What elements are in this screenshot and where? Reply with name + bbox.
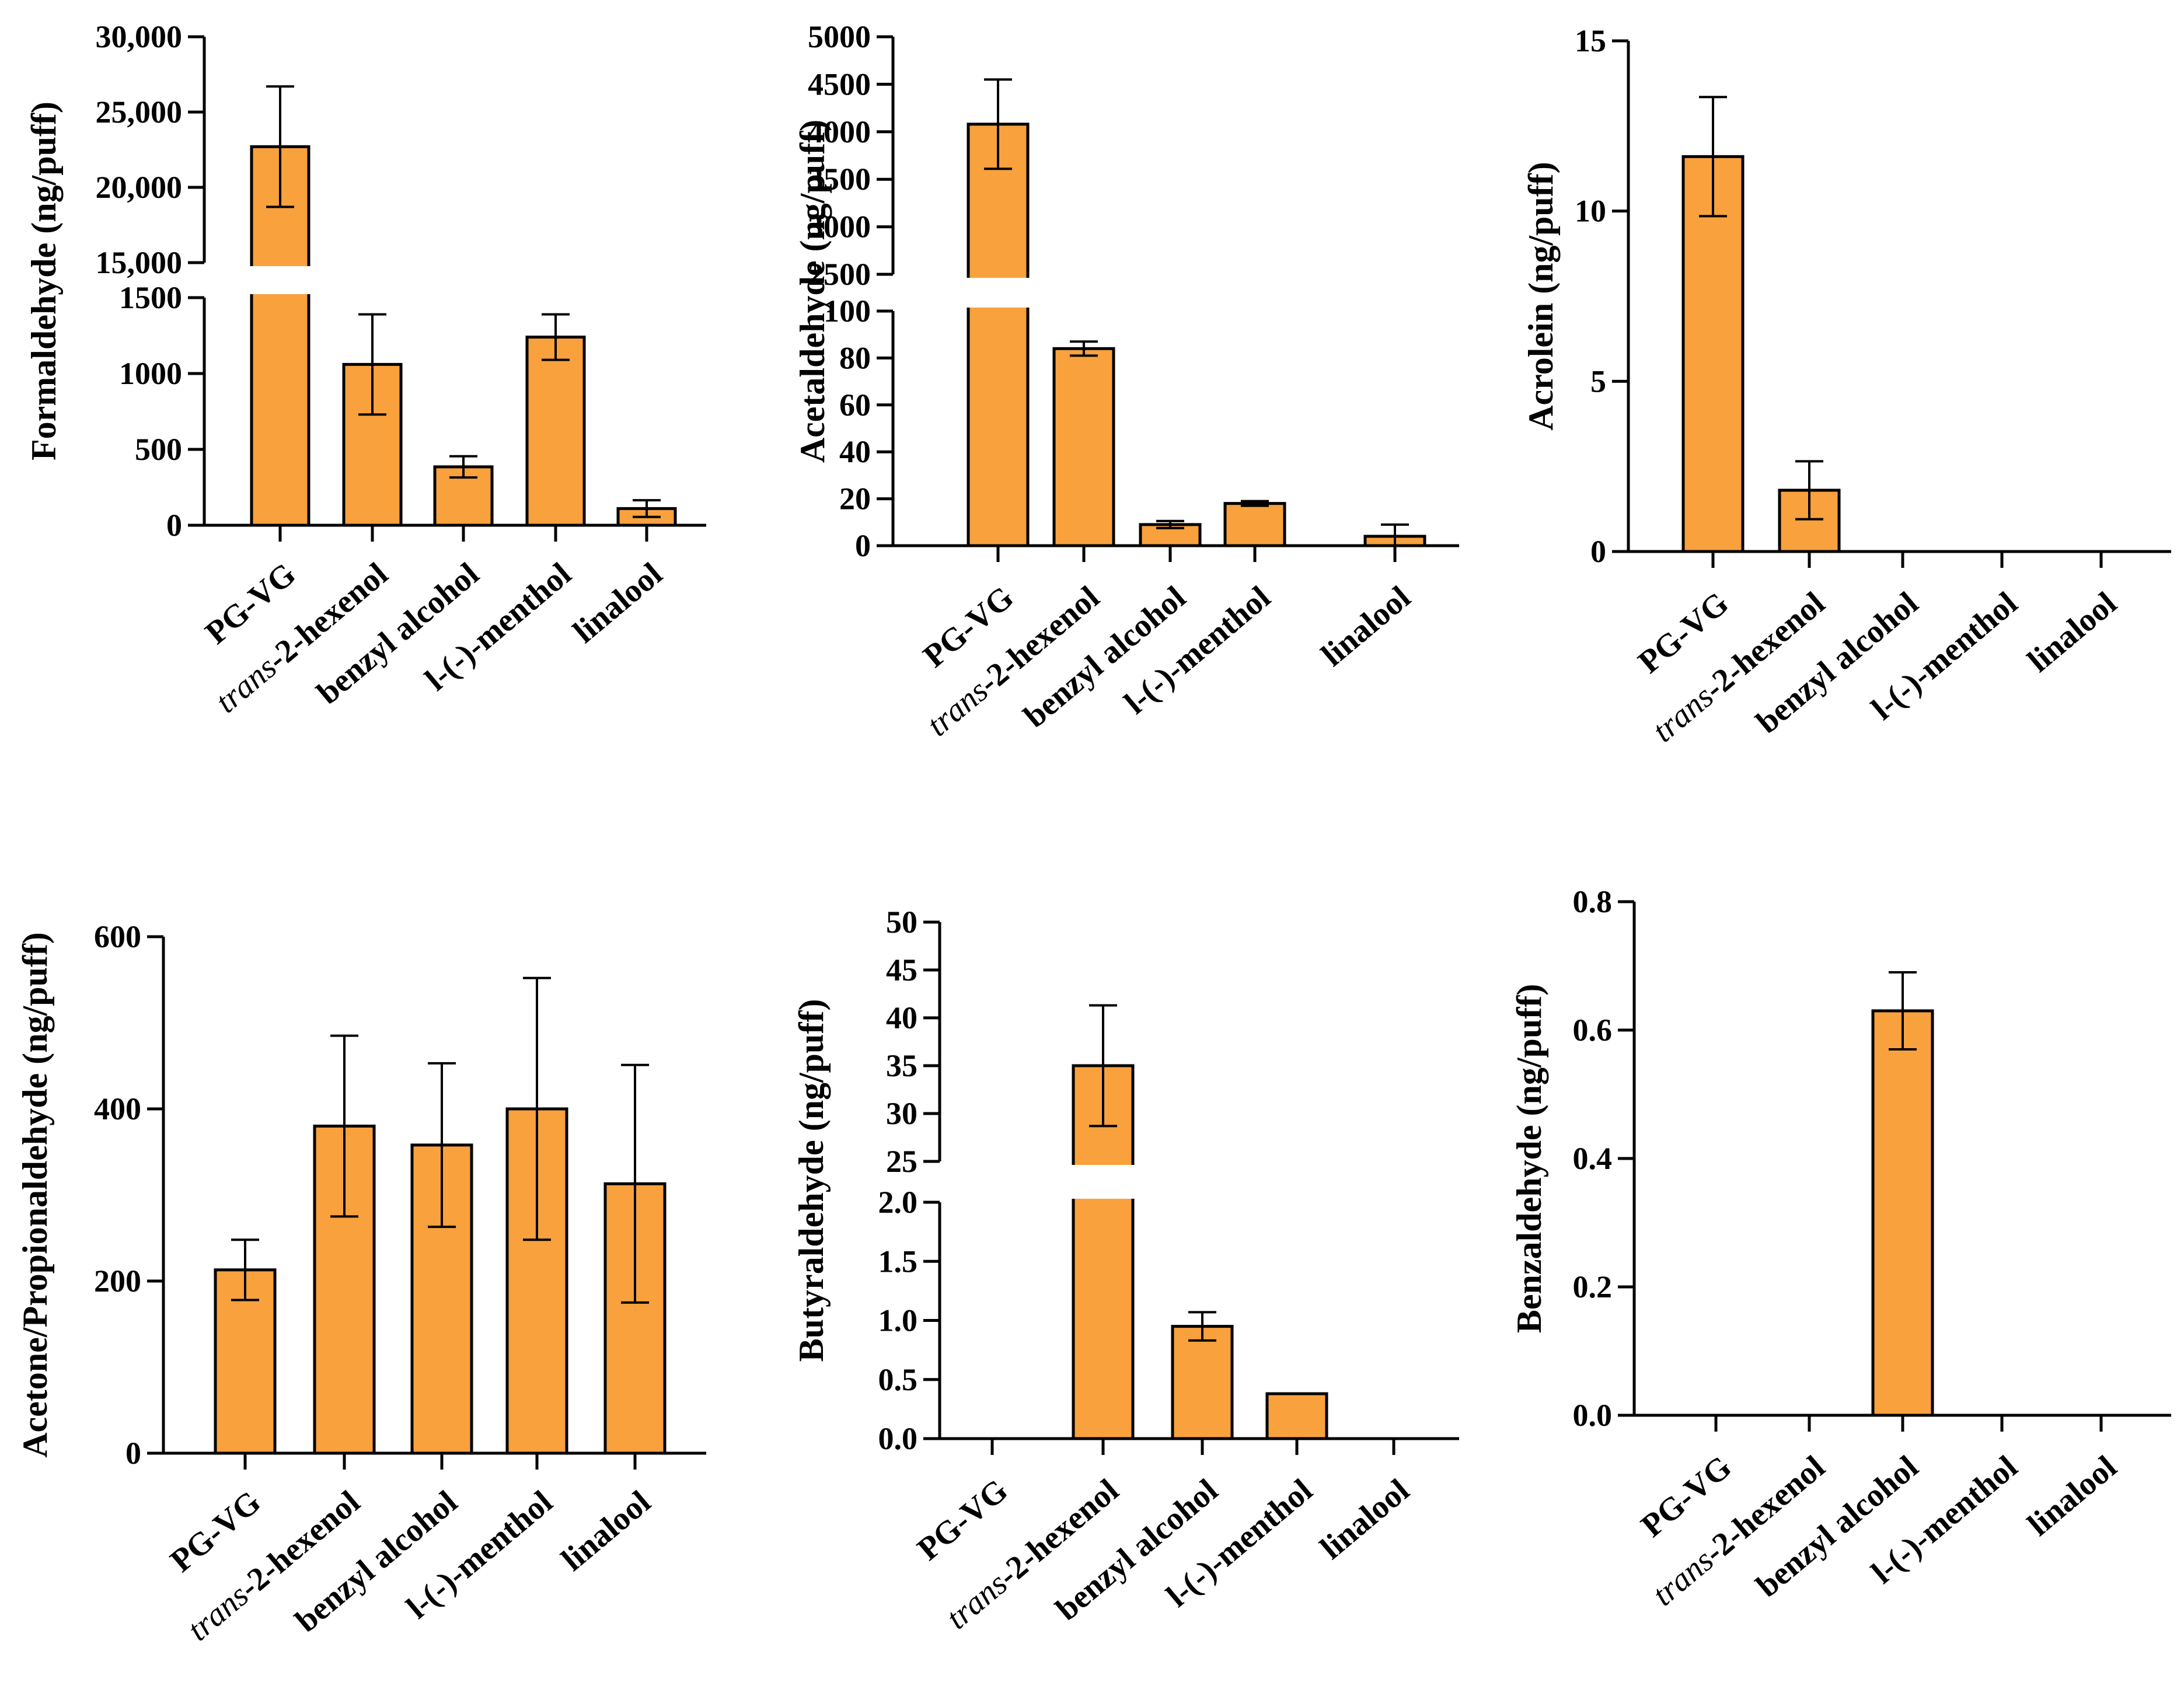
y-tick-label: 5000 (808, 19, 871, 54)
y-axis-label: Benzaldehyde (ng/puff) (1510, 984, 1548, 1333)
chart-panel: 0.0 0.5 1.0 1.5 2.0 25 30 35 40 45 50 Butyraldehyde… (792, 905, 1459, 1636)
y-tick-label: 400 (94, 1091, 141, 1126)
axis-break-gap (1071, 1165, 1135, 1199)
axis-break-gap (249, 266, 311, 294)
axis-break-gap (966, 278, 1030, 308)
y-tick-label: 1.5 (878, 1244, 918, 1279)
y-tick-label: 10 (1575, 194, 1606, 229)
category-label: benzyl alcohol (310, 556, 486, 711)
y-tick-label: 0.6 (1573, 1013, 1613, 1048)
y-tick-label: 30,000 (96, 19, 183, 54)
category-label: linalool (1315, 579, 1418, 673)
category-label: trans-2-hexenol (181, 1484, 367, 1648)
y-tick-label: 80 (839, 340, 871, 375)
bar (1223, 502, 1286, 547)
y-tick-label: 0 (166, 508, 182, 543)
y-tick-label: 0.5 (878, 1362, 918, 1397)
y-tick-label: 1.0 (878, 1303, 918, 1338)
y-tick-label: 2.0 (878, 1185, 918, 1220)
bar (1265, 1392, 1328, 1440)
bar (1871, 1009, 1934, 1417)
bar (967, 123, 1030, 547)
y-axis-label: Butyraldehyde (ng/puff) (792, 999, 831, 1362)
y-tick-label: 1500 (119, 280, 182, 315)
y-tick-label: 15 (1575, 23, 1606, 58)
y-tick-label: 4500 (808, 67, 871, 102)
y-tick-label: 25,000 (96, 95, 183, 130)
y-tick-label: 0.2 (1573, 1269, 1613, 1304)
category-label: linalool (2021, 585, 2124, 679)
y-tick-label: 60 (839, 388, 871, 423)
y-tick-label: 4000 (808, 114, 871, 149)
bar (1052, 347, 1115, 547)
y-tick-label: 2500 (808, 257, 871, 292)
y-tick-label: 1000 (119, 356, 182, 391)
y-axis-label: Formaldehyde (ng/puff) (25, 102, 63, 460)
category-label: linalool (1314, 1472, 1417, 1566)
category-label: linalool (2021, 1449, 2124, 1543)
bar (525, 336, 586, 527)
y-tick-label: 20,000 (96, 170, 183, 205)
category-label: linalool (567, 556, 669, 650)
y-axis-label: Acetaldehyde (ng/puff) (793, 120, 832, 463)
category-label: linalool (555, 1484, 658, 1578)
y-axis-label: Acrolein (ng/puff) (1522, 162, 1560, 431)
y-tick-label: 20 (839, 481, 871, 517)
y-tick-label: 0.0 (878, 1421, 918, 1456)
y-tick-label: 40 (886, 1000, 917, 1035)
y-axis-label: Acetone/Propionaldehyde (ng/puff) (16, 932, 54, 1458)
chart-panel: 0 200 400 600 Acetone/Propionaldehyde (ng/pu… (16, 919, 706, 1648)
y-tick-label: 0.4 (1573, 1141, 1613, 1176)
y-tick-label: 35 (886, 1048, 917, 1083)
y-tick-label: 45 (886, 952, 917, 987)
category-label: l-(-)-menthol (1118, 579, 1277, 721)
y-tick-label: 0 (125, 1436, 141, 1471)
y-tick-label: 100 (824, 294, 871, 329)
y-tick-label: 5 (1590, 364, 1606, 399)
y-tick-label: 3000 (808, 210, 871, 245)
y-tick-label: 0.0 (1573, 1398, 1613, 1433)
y-tick-label: 200 (94, 1264, 141, 1299)
y-tick-label: 0 (1590, 534, 1606, 569)
y-tick-label: 15,000 (96, 245, 183, 280)
y-tick-label: 40 (839, 434, 871, 469)
bar (1171, 1325, 1234, 1440)
y-tick-label: 3500 (808, 162, 871, 197)
y-tick-label: 0 (855, 528, 871, 563)
y-tick-label: 600 (94, 919, 141, 954)
y-tick-label: 500 (135, 432, 182, 467)
y-tick-label: 25 (886, 1144, 917, 1179)
category-label: PG-VG (910, 1472, 1014, 1567)
y-tick-label: 30 (886, 1096, 917, 1131)
bar (250, 145, 310, 527)
y-tick-label: 50 (886, 905, 917, 940)
y-tick-label: 0.8 (1573, 884, 1613, 919)
